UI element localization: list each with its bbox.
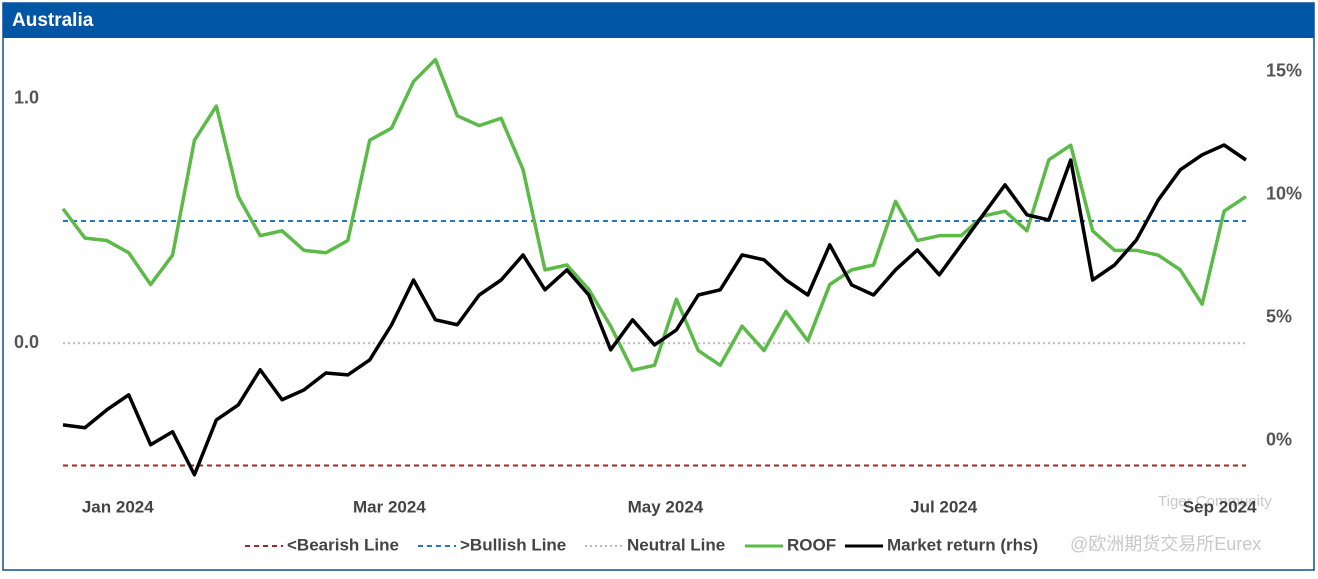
y2-tick-label: 0% [1266, 430, 1292, 450]
y2-tick-label: 15% [1266, 61, 1302, 81]
legend-label: ROOF [787, 535, 836, 554]
legend-label: >Bullish Line [460, 535, 566, 554]
y-tick-label: 1.0 [14, 87, 39, 107]
y2-tick-label: 10% [1266, 184, 1302, 204]
y-tick-label: 0.0 [14, 332, 39, 352]
line-series [62, 143, 1247, 477]
legend-label: Market return (rhs) [887, 535, 1038, 554]
legend-label: Neutral Line [627, 535, 725, 554]
x-tick-label: Jul 2024 [910, 497, 978, 516]
watermark: Tiger Community [1158, 493, 1272, 510]
chart-title: Australia [12, 10, 94, 31]
line-series [61, 57, 1247, 372]
x-tick-label: Mar 2024 [353, 497, 426, 516]
x-tick-label: Sep 2024 [1183, 497, 1257, 516]
legend-label: <Bearish Line [287, 535, 399, 554]
frame [2, 2, 1315, 571]
x-tick-label: Jan 2024 [82, 497, 154, 516]
y2-tick-label: 5% [1266, 307, 1292, 327]
watermark: @欧洲期货交易所Eurex [1070, 534, 1261, 554]
header-bar [3, 3, 1314, 38]
x-tick-label: May 2024 [628, 497, 704, 516]
